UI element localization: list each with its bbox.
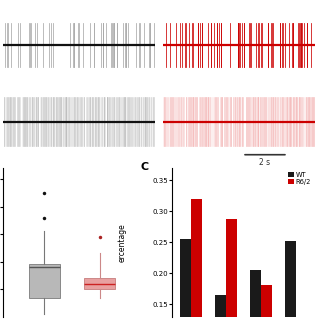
PathPatch shape — [84, 278, 115, 289]
Bar — [250, 270, 261, 320]
Bar — [285, 241, 296, 320]
Bar — [180, 239, 191, 320]
Text: 2 s: 2 s — [260, 158, 270, 167]
Y-axis label: ercentage: ercentage — [117, 223, 126, 262]
PathPatch shape — [29, 264, 60, 298]
Legend: WT, R6/2: WT, R6/2 — [287, 171, 312, 186]
Bar — [226, 219, 237, 320]
Bar — [215, 295, 226, 320]
Bar — [261, 285, 272, 320]
Bar — [191, 199, 203, 320]
Text: C: C — [140, 162, 149, 172]
